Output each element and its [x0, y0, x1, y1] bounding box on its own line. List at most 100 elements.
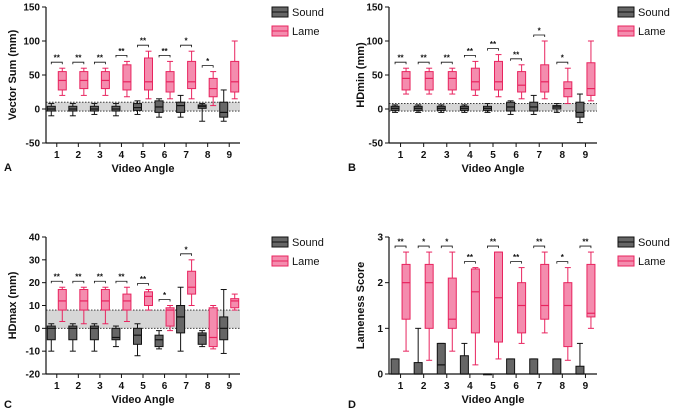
box-iqr: [575, 365, 585, 375]
box-iqr: [517, 282, 527, 334]
x-tick-label: 5: [140, 150, 146, 161]
sound-box-2: [68, 103, 78, 117]
significance-bracket: [463, 261, 476, 264]
significance-bracket: [417, 245, 430, 249]
sound-box-4: [459, 104, 469, 113]
x-tick-label: 7: [183, 381, 189, 392]
x-tick-label: 4: [119, 381, 125, 392]
sound-box-9: [219, 289, 229, 354]
x-tick-label: 5: [490, 150, 496, 161]
box-iqr: [540, 263, 550, 320]
box-iqr: [230, 60, 240, 93]
y-tick-label: 40: [29, 233, 41, 244]
box-iqr: [586, 62, 596, 96]
lame-box-8: [563, 67, 573, 105]
box-iqr: [122, 64, 132, 91]
significance-marker: *: [185, 245, 189, 254]
y-tick-label: 150: [23, 3, 40, 14]
significance-bracket: [417, 61, 430, 65]
box-iqr: [187, 270, 197, 295]
significance-bracket: [137, 283, 149, 286]
box-iqr: [447, 277, 457, 329]
significance-marker: *: [185, 37, 189, 46]
significance-marker: **: [161, 47, 168, 56]
y-tick-label: 0: [34, 324, 40, 335]
box-iqr: [176, 101, 186, 113]
lame-box-5: [144, 289, 153, 311]
sound-box-5: [133, 100, 142, 115]
significance-bracket: [158, 55, 171, 58]
lame-box-7: [540, 251, 550, 334]
significance-bracket: [533, 245, 546, 249]
sound-box-9: [575, 93, 585, 124]
lame-box-7: [540, 40, 550, 100]
sound-box-4: [459, 342, 469, 375]
sound-box-5: [483, 373, 492, 376]
x-tick-label: 3: [444, 150, 450, 161]
lame-box-2: [424, 251, 434, 361]
y-tick-label: 50: [372, 71, 384, 82]
x-tick-label: 3: [97, 381, 103, 392]
significance-bracket: [394, 61, 407, 65]
x-tick-label: 4: [467, 150, 473, 161]
y-tick-label: -50: [369, 139, 384, 150]
legend: Sound Lame: [271, 236, 324, 268]
y-tick-label: 0: [377, 370, 383, 381]
box-iqr: [197, 332, 207, 345]
significance-bracket: [50, 61, 63, 65]
panel-label: C: [4, 399, 12, 411]
sound-box-6: [506, 358, 516, 375]
sound-box-2: [413, 104, 423, 113]
lame-box-6: [517, 267, 527, 344]
x-tick-label: 3: [97, 150, 103, 161]
lame-box-9: [230, 293, 240, 311]
significance-marker: **: [421, 54, 428, 63]
chart-panel-A: -50 0 50 100 150 1 2 3 4 5 6 7 8 9 Video Angle Vector S…: [4, 3, 324, 176]
sound-box-1: [390, 358, 400, 375]
significance-marker: *: [445, 238, 449, 247]
box-iqr: [165, 307, 175, 327]
significance-bracket: [72, 280, 85, 284]
significance-marker: *: [561, 253, 565, 262]
significance-bracket: [72, 61, 85, 65]
significance-marker: **: [54, 273, 61, 282]
sound-box-4: [111, 325, 121, 348]
box-iqr: [517, 71, 527, 93]
significance-marker: **: [54, 54, 61, 63]
box-iqr: [494, 251, 503, 343]
box-iqr: [133, 327, 142, 345]
reference-band: [389, 103, 597, 112]
significance-marker: *: [561, 54, 565, 63]
chart-panel-D: 0 1 2 3 1 2 3 4 5 6 7 8 9 Video Angle Lameness Score D *…: [348, 233, 670, 411]
box-iqr: [230, 298, 240, 309]
x-tick-label: 2: [421, 150, 427, 161]
box-iqr: [133, 103, 142, 111]
y-tick-label: -20: [26, 370, 41, 381]
box-iqr: [79, 289, 89, 311]
lame-box-3: [447, 67, 457, 95]
sound-box-7: [529, 358, 539, 375]
x-tick-label: 1: [398, 381, 404, 392]
y-tick-label: 50: [29, 71, 41, 82]
y-tick-label: 3: [377, 233, 383, 244]
box-iqr: [401, 71, 411, 91]
x-tick-label: 6: [162, 150, 168, 161]
box-iqr: [111, 327, 121, 341]
significance-bracket: [487, 245, 499, 249]
lame-box-9: [230, 40, 240, 100]
y-tick-label: 0: [377, 105, 383, 116]
significance-bracket: [180, 44, 193, 48]
y-tick-label: -50: [26, 139, 41, 150]
significance-marker: **: [118, 47, 125, 56]
significance-bracket: [201, 65, 214, 68]
x-tick-label: 1: [54, 150, 60, 161]
box-iqr: [176, 305, 186, 334]
significance-bracket: [510, 58, 523, 61]
sound-box-9: [575, 342, 585, 375]
lame-box-9: [586, 251, 596, 329]
y-tick-label: 100: [366, 37, 383, 48]
sound-box-8: [197, 103, 207, 122]
legend-label-sound: Sound: [638, 237, 670, 249]
significance-marker: **: [97, 54, 104, 63]
